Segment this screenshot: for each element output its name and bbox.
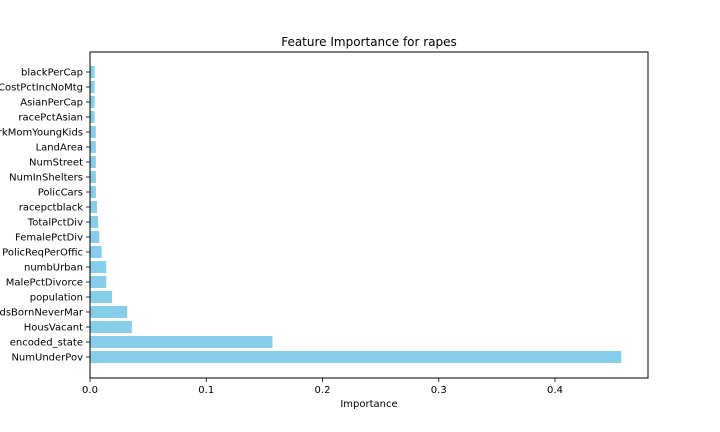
y-tick-label: NumUnderPov	[11, 353, 83, 364]
bar-PolicCars	[90, 186, 96, 198]
bar-TotalPctDiv	[90, 216, 99, 228]
x-tick-label: 0.2	[315, 385, 331, 396]
bar-blackPerCap	[90, 66, 95, 78]
y-tick-label: NumStreet	[29, 158, 83, 169]
y-tick-label: blackPerCap	[21, 68, 83, 79]
y-tick-label: encoded_state	[10, 338, 83, 349]
bar-AsianPerCap	[90, 96, 95, 108]
bar-LandArea	[90, 141, 96, 153]
y-tick-label: racepctblack	[19, 203, 83, 214]
x-tick-label: 0.1	[198, 385, 214, 396]
y-tick-label: PctKidsBornNeverMar	[0, 308, 84, 319]
bar-PolicReqPerOffic	[90, 246, 102, 258]
x-tick-labels: 0.0 0.1 0.2 0.3 0.4	[82, 378, 563, 396]
x-tick-label: 0.4	[547, 385, 563, 396]
y-tick-label: AsianPerCap	[20, 98, 83, 109]
y-tick-label: HousVacant	[24, 323, 83, 334]
bar-OwnOccCostPctIncNoMtg	[90, 81, 95, 93]
bar-NumUnderPov	[90, 351, 622, 363]
x-tick-label: 0.3	[431, 385, 447, 396]
bar-racepctblack	[90, 201, 97, 213]
y-tick-label: PolicCars	[38, 188, 83, 199]
x-axis-label: Importance	[340, 399, 397, 410]
y-tick-labels: NumUnderPov encoded_state HousVacant PctKid…	[0, 68, 90, 364]
bar-FemalePctDiv	[90, 231, 100, 243]
y-tick-label: NumInShelters	[9, 173, 83, 184]
y-tick-label: PolicReqPerOffic	[2, 248, 83, 259]
y-tick-label: FemalePctDiv	[15, 233, 83, 244]
x-tick-label: 0.0	[82, 385, 98, 396]
bar-MalePctDivorce	[90, 276, 107, 288]
y-tick-label: LandArea	[36, 143, 83, 154]
bar-PctWorkMomYoungKids	[90, 126, 96, 138]
bar-NumInShelters	[90, 171, 96, 183]
y-tick-label: numbUrban	[24, 263, 83, 274]
y-tick-label: MalePctDivorce	[6, 278, 83, 289]
plot-frame	[89, 51, 649, 379]
bar-racePctAsian	[90, 111, 95, 123]
bar-NumStreet	[90, 156, 96, 168]
chart-title: Feature Importance for rapes	[281, 35, 457, 49]
y-tick-label: OwnOccCostPctIncNoMtg	[0, 83, 83, 94]
y-tick-label: population	[30, 293, 83, 304]
bar-encoded_state	[90, 336, 273, 348]
bar-group	[90, 66, 622, 363]
bar-population	[90, 291, 113, 303]
y-tick-label: PctWorkMomYoungKids	[0, 128, 83, 139]
y-tick-label: racePctAsian	[18, 113, 83, 124]
bar-numbUrban	[90, 261, 107, 273]
bar-HousVacant	[90, 321, 132, 333]
bar-PctKidsBornNeverMar	[90, 306, 128, 318]
y-tick-label: TotalPctDiv	[27, 218, 83, 229]
